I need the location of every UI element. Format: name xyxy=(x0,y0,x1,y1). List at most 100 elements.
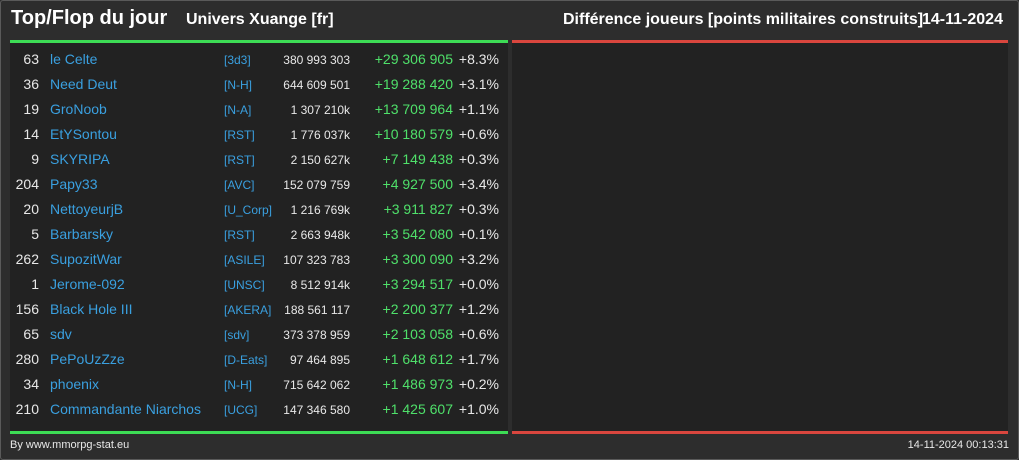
points-difference: +7 149 438 xyxy=(382,151,453,167)
alliance-tag-link[interactable]: [sdv] xyxy=(224,328,250,342)
player-name-link[interactable]: SupozitWar xyxy=(50,251,122,267)
table-row: 65 sdv [sdv] 373 378 959 +2 103 058 +0.6% xyxy=(10,322,508,347)
player-points: 715 642 062 xyxy=(283,378,350,392)
alliance-tag-link[interactable]: [N-H] xyxy=(224,78,252,92)
table-row: 156 Black Hole III [AKERA] 188 561 117 +2 20… xyxy=(10,297,508,322)
points-difference: +2 103 058 xyxy=(382,326,453,342)
table-row: 1 Jerome-092 [UNSC] 8 512 914k +3 294 517 +0.… xyxy=(10,272,508,297)
player-points: 188 561 117 xyxy=(284,303,350,317)
points-difference: +10 180 579 xyxy=(374,126,453,142)
top-panel xyxy=(10,40,508,434)
points-difference: +3 542 080 xyxy=(382,226,453,242)
table-row: 34 phoenix [N-H] 715 642 062 +1 486 973 +0.2% xyxy=(10,372,508,397)
points-difference: +29 306 905 xyxy=(374,51,453,67)
player-points: 1 307 210k xyxy=(290,103,350,117)
player-name-link[interactable]: Barbarsky xyxy=(50,226,114,242)
player-points: 147 346 580 xyxy=(283,403,350,417)
points-difference: +13 709 964 xyxy=(374,101,453,117)
player-name-link[interactable]: PePoUzZze xyxy=(50,351,125,367)
alliance-tag-link[interactable]: [RST] xyxy=(224,128,255,142)
percent-change: +0.1% xyxy=(458,226,499,242)
player-rank: 210 xyxy=(15,401,39,417)
universe-label: Univers Xuange [fr] xyxy=(186,11,334,28)
alliance-tag-link[interactable]: [D-Eats] xyxy=(224,353,268,367)
player-name-link[interactable]: Jerome-092 xyxy=(50,276,125,292)
table-row: 36 Need Deut [N-H] 644 609 501 +19 288 420 +3… xyxy=(10,72,508,97)
percent-change: +1.7% xyxy=(458,351,499,367)
percent-change: +1.0% xyxy=(458,401,499,417)
player-rank: 34 xyxy=(23,376,39,392)
player-name-link[interactable]: phoenix xyxy=(50,376,100,392)
player-rank: 36 xyxy=(23,76,39,92)
alliance-tag-link[interactable]: [U_Corp] xyxy=(224,203,273,217)
player-rank: 20 xyxy=(23,201,39,217)
player-rank: 156 xyxy=(15,301,39,317)
alliance-tag-link[interactable]: [AVC] xyxy=(224,178,255,192)
alliance-tag-link[interactable]: [UNSC] xyxy=(224,278,265,292)
percent-change: +0.3% xyxy=(458,151,499,167)
alliance-tag-link[interactable]: [RST] xyxy=(224,153,255,167)
alliance-tag-link[interactable]: [N-H] xyxy=(224,378,252,392)
player-rank: 14 xyxy=(23,126,39,142)
table-row: 204 Papy33 [AVC] 152 079 759 +4 927 500 +3.4% xyxy=(10,172,508,197)
player-name-link[interactable]: GroNoob xyxy=(50,101,107,117)
player-rank: 204 xyxy=(15,176,39,192)
points-difference: +2 200 377 xyxy=(382,301,453,317)
site-credit[interactable]: By www.mmorpg-stat.eu xyxy=(10,439,130,451)
player-name-link[interactable]: Black Hole III xyxy=(50,301,133,317)
player-points: 644 609 501 xyxy=(283,78,350,92)
points-difference: +3 300 090 xyxy=(382,251,453,267)
player-points: 107 323 783 xyxy=(283,253,350,267)
points-difference: +1 648 612 xyxy=(382,351,453,367)
points-difference: +3 294 517 xyxy=(382,276,453,292)
player-rank: 9 xyxy=(31,151,39,167)
percent-change: +3.1% xyxy=(458,76,499,92)
points-difference: +19 288 420 xyxy=(374,76,453,92)
table-row: 5 Barbarsky [RST] 2 663 948k +3 542 080 +0.1% xyxy=(10,222,508,247)
table-row: 14 EtYSontou [RST] 1 776 037k +10 180 579 +0.… xyxy=(10,122,508,147)
player-name-link[interactable]: EtYSontou xyxy=(50,126,117,142)
percent-change: +1.1% xyxy=(458,101,499,117)
points-difference: +1 486 973 xyxy=(382,376,453,392)
percent-change: +0.3% xyxy=(458,201,499,217)
player-rank: 5 xyxy=(31,226,39,242)
player-name-link[interactable]: NettoyeurjB xyxy=(50,201,124,217)
percent-change: +0.2% xyxy=(458,376,499,392)
alliance-tag-link[interactable]: [AKERA] xyxy=(224,303,272,317)
player-name-link[interactable]: sdv xyxy=(50,326,72,342)
player-points: 152 079 759 xyxy=(283,178,350,192)
player-name-link[interactable]: SKYRIPA xyxy=(50,151,110,167)
top-accent-bar xyxy=(10,40,508,43)
alliance-tag-link[interactable]: [N-A] xyxy=(224,103,252,117)
player-name-link[interactable]: le Celte xyxy=(50,51,98,67)
alliance-tag-link[interactable]: [ASILE] xyxy=(224,253,265,267)
player-name-link[interactable]: Commandante Niarchos xyxy=(50,401,201,417)
percent-change: +3.4% xyxy=(458,176,499,192)
player-points: 373 378 959 xyxy=(283,328,350,342)
table-row: 19 GroNoob [N-A] 1 307 210k +13 709 964 +1.1% xyxy=(10,97,508,122)
percent-change: +8.3% xyxy=(458,51,499,67)
player-rank: 1 xyxy=(31,276,39,292)
flop-accent-bar xyxy=(512,40,1008,43)
percent-change: +0.6% xyxy=(458,126,499,142)
player-name-link[interactable]: Papy33 xyxy=(50,176,98,192)
percent-change: +0.6% xyxy=(458,326,499,342)
player-points: 380 993 303 xyxy=(283,53,350,67)
player-points: 8 512 914k xyxy=(290,278,350,292)
player-points: 1 216 769k xyxy=(290,203,350,217)
generated-timestamp: 14-11-2024 00:13:31 xyxy=(907,439,1009,451)
player-rank: 63 xyxy=(23,51,39,67)
table-row: 9 SKYRIPA [RST] 2 150 627k +7 149 438 +0.3% xyxy=(10,147,508,172)
player-rank: 65 xyxy=(23,326,39,342)
percent-change: +3.2% xyxy=(458,251,499,267)
top-player-list: 63 le Celte [3d3] 380 993 303 +29 306 905 +8.… xyxy=(10,47,508,422)
table-row: 280 PePoUzZze [D-Eats] 97 464 895 +1 648 612… xyxy=(10,347,508,372)
player-rank: 19 xyxy=(23,101,39,117)
player-rank: 280 xyxy=(15,351,39,367)
table-row: 210 Commandante Niarchos [UCG] 147 346 580 +… xyxy=(10,397,508,422)
alliance-tag-link[interactable]: [3d3] xyxy=(224,53,251,67)
alliance-tag-link[interactable]: [RST] xyxy=(224,228,255,242)
player-name-link[interactable]: Need Deut xyxy=(50,76,117,92)
alliance-tag-link[interactable]: [UCG] xyxy=(224,403,258,417)
player-points: 97 464 895 xyxy=(289,353,350,367)
